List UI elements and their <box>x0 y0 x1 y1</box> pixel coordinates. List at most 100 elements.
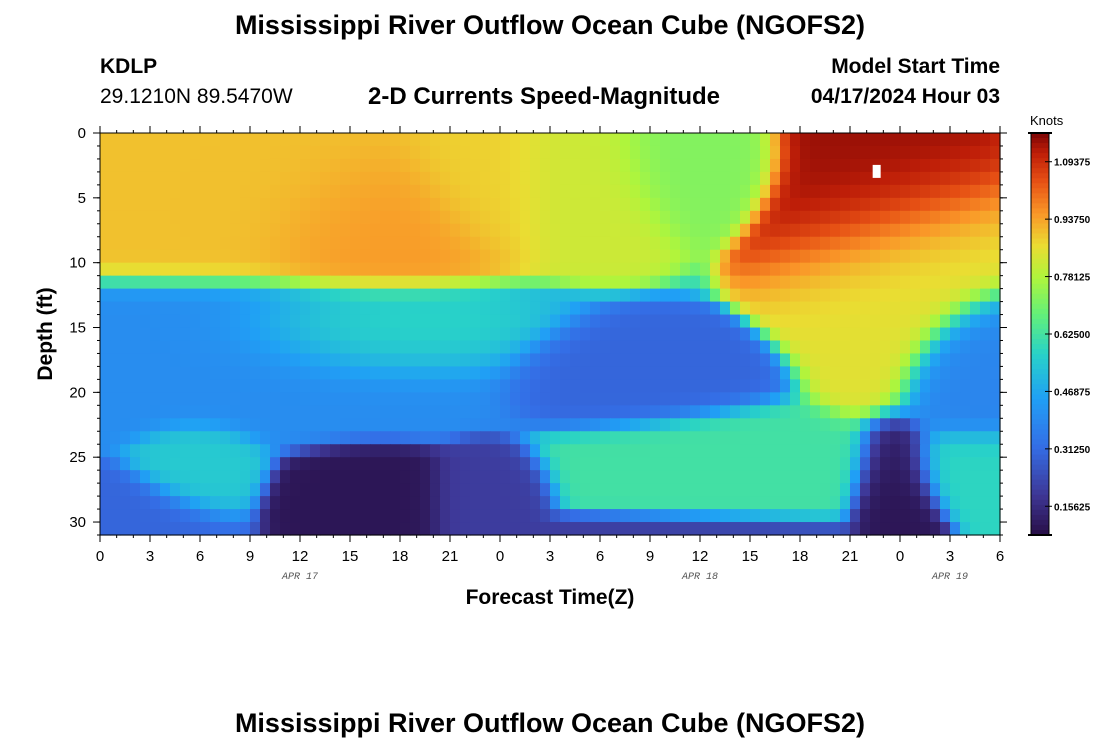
heatmap-cell <box>140 158 151 173</box>
heatmap-cell <box>380 158 391 173</box>
heatmap-cell <box>760 470 771 484</box>
heatmap-cell <box>190 171 201 186</box>
heatmap-cell <box>450 262 461 277</box>
heatmap-cell <box>360 145 371 160</box>
x-tick-label: 3 <box>546 548 554 565</box>
heatmap-cell <box>550 301 561 316</box>
heatmap-cell <box>740 133 751 147</box>
heatmap-cell <box>690 262 701 277</box>
heatmap-cell <box>620 249 631 264</box>
heatmap-cell <box>150 457 161 471</box>
heatmap-cell <box>590 223 601 238</box>
heatmap-cell <box>240 133 251 147</box>
heatmap-cell <box>510 327 521 342</box>
heatmap-cell <box>550 223 561 238</box>
heatmap-cell <box>470 340 481 355</box>
heatmap-cell <box>240 457 251 471</box>
heatmap-cell <box>850 470 861 484</box>
heatmap-cell <box>640 366 651 380</box>
heatmap-cell <box>430 184 441 199</box>
heatmap-cell <box>820 457 831 471</box>
heatmap-cell <box>900 392 911 406</box>
heatmap-cell <box>630 444 641 458</box>
heatmap-cell <box>360 418 371 432</box>
heatmap-cell <box>410 327 421 342</box>
heatmap-cell <box>980 509 991 523</box>
x-tick-label: 6 <box>196 548 204 565</box>
heatmap-cell <box>510 431 521 445</box>
heatmap-cell <box>230 223 241 238</box>
heatmap-cell <box>200 301 211 316</box>
heatmap-cell <box>120 392 131 406</box>
heatmap-cell <box>860 262 871 277</box>
heatmap-cell <box>660 431 671 445</box>
heatmap-cell <box>210 314 221 329</box>
heatmap-cell <box>820 392 831 406</box>
heatmap-cell <box>760 288 771 303</box>
heatmap-cell <box>180 288 191 303</box>
heatmap-cell <box>310 444 321 458</box>
heatmap-cell <box>170 496 181 510</box>
heatmap-cell <box>170 133 181 147</box>
heatmap-cell <box>910 210 921 225</box>
heatmap-cell <box>650 288 661 303</box>
heatmap-cell <box>140 353 151 368</box>
heatmap-cell <box>470 509 481 523</box>
heatmap-cell <box>860 288 871 303</box>
heatmap-cell <box>180 236 191 251</box>
heatmap-cell <box>940 431 951 445</box>
heatmap-cell <box>540 379 551 393</box>
heatmap-cell <box>300 405 311 419</box>
heatmap-cell <box>420 288 431 303</box>
heatmap-cell <box>250 444 261 458</box>
heatmap-cell <box>920 366 931 380</box>
heatmap-cell <box>150 392 161 406</box>
heatmap-cell <box>400 171 411 186</box>
heatmap-cell <box>560 327 571 342</box>
heatmap-cell <box>250 249 261 264</box>
heatmap-cell <box>640 353 651 368</box>
heatmap-cell <box>140 145 151 160</box>
heatmap-cell <box>110 470 121 484</box>
heatmap-cell <box>350 522 361 536</box>
heatmap-cell <box>420 366 431 380</box>
colorbar-tick-label: 1.09375 <box>1054 158 1091 169</box>
heatmap-cell <box>410 145 421 160</box>
heatmap-cell <box>880 145 891 160</box>
heatmap-cell <box>350 483 361 497</box>
heatmap-cell <box>780 444 791 458</box>
heatmap-cell <box>960 262 971 277</box>
heatmap-cell <box>450 444 461 458</box>
heatmap-cell <box>940 197 951 212</box>
heatmap-cell <box>530 249 541 264</box>
heatmap-cell <box>580 314 591 329</box>
heatmap-cell <box>380 509 391 523</box>
heatmap-cell <box>730 379 741 393</box>
heatmap-cell <box>690 457 701 471</box>
heatmap-cell <box>920 262 931 277</box>
heatmap-cell <box>310 262 321 277</box>
heatmap-cell <box>230 392 241 406</box>
heatmap-cell <box>290 340 301 355</box>
heatmap-cell <box>720 210 731 225</box>
heatmap-cell <box>880 223 891 238</box>
heatmap-cell <box>140 522 151 536</box>
heatmap-cell <box>550 340 561 355</box>
heatmap-cell <box>160 483 171 497</box>
heatmap-cell <box>110 236 121 251</box>
heatmap-cell <box>430 483 441 497</box>
heatmap-cell <box>760 223 771 238</box>
heatmap-cell <box>610 353 621 368</box>
heatmap-cell <box>510 457 521 471</box>
heatmap-cell <box>180 405 191 419</box>
heatmap-cell <box>240 366 251 380</box>
heatmap-cell <box>640 522 651 536</box>
heatmap-cell <box>880 431 891 445</box>
heatmap-cell <box>150 249 161 264</box>
heatmap-cell <box>350 379 361 393</box>
heatmap-cell <box>780 236 791 251</box>
heatmap-cell <box>740 314 751 329</box>
heatmap-cell <box>990 379 1001 393</box>
heatmap-cell <box>480 288 491 303</box>
heatmap-cell <box>700 210 711 225</box>
